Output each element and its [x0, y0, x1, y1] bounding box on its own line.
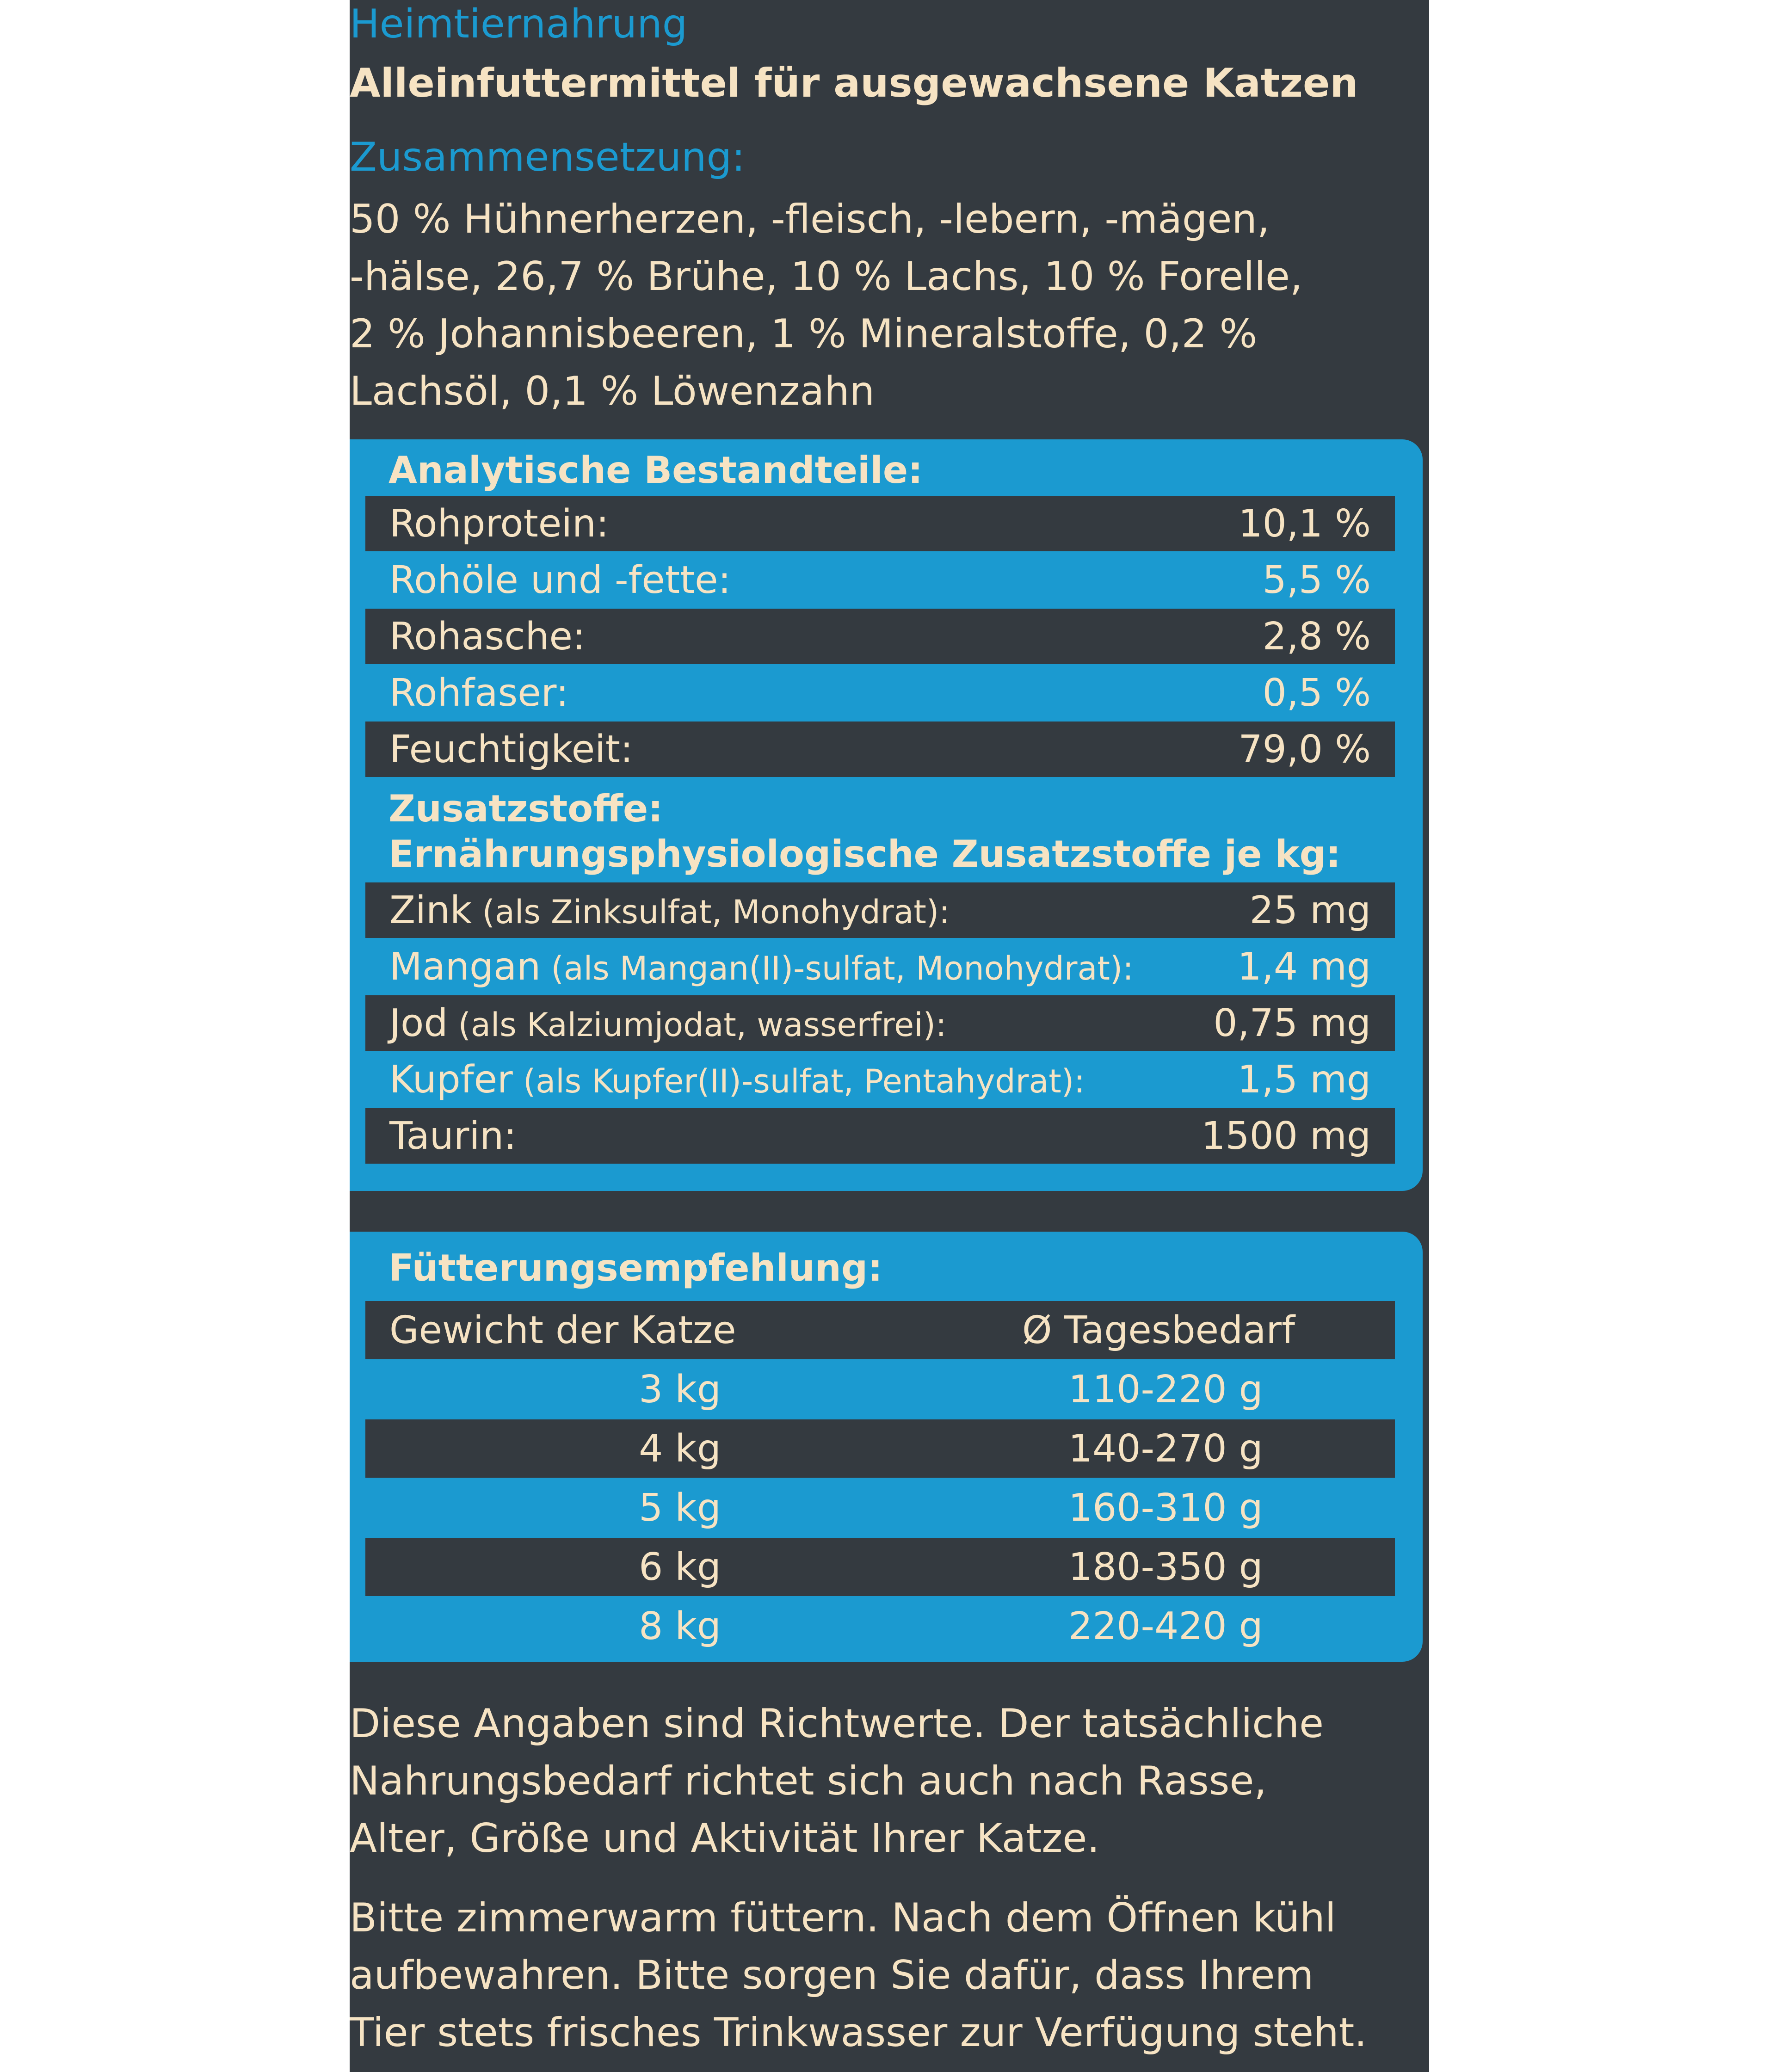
row-value: 1,5 mg — [1237, 1057, 1371, 1102]
note-line: Alter, Größe und Aktivität Ihrer Katze. — [350, 1815, 1100, 1862]
analysis-table: Rohprotein: 10,1 % Rohöle und -fette: 5,… — [365, 496, 1395, 778]
table-row: Mangan (als Mangan(II)-sulfat, Monohydra… — [365, 939, 1395, 994]
row-label: Rohasche: — [389, 614, 586, 659]
row-label: Rohprotein: — [389, 501, 609, 546]
table-row: Rohöle und -fette: 5,5 % — [365, 552, 1395, 608]
composition-line: Lachsöl, 0,1 % Löwenzahn — [350, 368, 875, 414]
weight-cell: 5 kg — [639, 1486, 721, 1530]
table-row: 4 kg 140-270 g — [365, 1419, 1395, 1478]
row-label: Jod (als Kalziumjodat, wasserfrei): — [389, 1001, 947, 1045]
additives-table: Zink (als Zinksulfat, Monohydrat): 25 mg… — [365, 882, 1395, 1165]
weight-cell: 8 kg — [639, 1604, 721, 1648]
composition-text: 50 % Hühnerherzen, -fleisch, -lebern, -m… — [350, 191, 1427, 420]
additives-subtitle: Ernährungsphysiologische Zusatzstoffe je… — [388, 832, 1341, 876]
feeding-title: Fütterungsempfehlung: — [388, 1246, 883, 1289]
row-value: 0,75 mg — [1213, 1001, 1371, 1045]
row-label: Feuchtigkeit: — [389, 727, 633, 771]
table-row: Taurin: 1500 mg — [365, 1108, 1395, 1164]
composition-line: 50 % Hühnerherzen, -fleisch, -lebern, -m… — [350, 196, 1270, 242]
table-row: 8 kg 220-420 g — [365, 1597, 1395, 1655]
storage-note: Bitte zimmerwarm füttern. Nach dem Öffne… — [350, 1889, 1427, 2061]
feeding-table: Gewicht der Katze Ø Tagesbedarf 3 kg 110… — [365, 1301, 1395, 1656]
label-panel: Heimtiernahrung Alleinfuttermittel für a… — [350, 0, 1429, 2072]
daily-cell: 180-350 g — [1068, 1545, 1263, 1589]
composition-line: -hälse, 26,7 % Brühe, 10 % Lachs, 10 % F… — [350, 253, 1303, 300]
row-label: Kupfer (als Kupfer(II)-sulfat, Pentahydr… — [389, 1057, 1085, 1102]
table-header-row: Gewicht der Katze Ø Tagesbedarf — [365, 1301, 1395, 1359]
product-type-heading: Alleinfuttermittel für ausgewachsene Kat… — [350, 60, 1358, 106]
analysis-title: Analytische Bestandteile: — [388, 449, 923, 492]
table-row: Rohasche: 2,8 % — [365, 609, 1395, 664]
composition-heading: Zusammensetzung: — [350, 134, 746, 180]
table-row: Jod (als Kalziumjodat, wasserfrei): 0,75… — [365, 995, 1395, 1051]
row-value: 0,5 % — [1262, 671, 1371, 715]
column-header-weight: Gewicht der Katze — [389, 1308, 736, 1352]
feeding-box: Fütterungsempfehlung: Gewicht der Katze … — [350, 1232, 1423, 1662]
row-label: Rohöle und -fette: — [389, 558, 731, 602]
table-row: Rohfaser: 0,5 % — [365, 665, 1395, 721]
note-line: Nahrungsbedarf richtet sich auch nach Ra… — [350, 1758, 1267, 1804]
daily-cell: 220-420 g — [1068, 1604, 1263, 1648]
composition-line: 2 % Johannisbeeren, 1 % Mineralstoffe, 0… — [350, 311, 1258, 357]
table-row: Feuchtigkeit: 79,0 % — [365, 722, 1395, 777]
column-header-daily: Ø Tagesbedarf — [1022, 1308, 1295, 1352]
weight-cell: 3 kg — [639, 1367, 721, 1412]
daily-cell: 160-310 g — [1068, 1486, 1263, 1530]
weight-cell: 6 kg — [639, 1545, 721, 1589]
note-line: Bitte zimmerwarm füttern. Nach dem Öffne… — [350, 1895, 1336, 1941]
row-label: Rohfaser: — [389, 671, 569, 715]
daily-cell: 110-220 g — [1068, 1367, 1263, 1412]
row-value: 1,4 mg — [1237, 944, 1371, 989]
row-value: 2,8 % — [1262, 614, 1371, 659]
row-label: Zink (als Zinksulfat, Monohydrat): — [389, 888, 950, 932]
note-line: aufbewahren. Bitte sorgen Sie dafür, das… — [350, 1952, 1314, 1998]
row-value: 79,0 % — [1238, 727, 1371, 771]
table-row: Kupfer (als Kupfer(II)-sulfat, Pentahydr… — [365, 1052, 1395, 1107]
row-value: 1500 mg — [1201, 1114, 1371, 1158]
analysis-box: Analytische Bestandteile: Rohprotein: 10… — [350, 439, 1423, 1191]
weight-cell: 4 kg — [639, 1426, 721, 1471]
note-line: Tier stets frisches Trinkwasser zur Verf… — [350, 2010, 1367, 2056]
row-value: 25 mg — [1249, 888, 1371, 932]
row-label: Taurin: — [389, 1114, 517, 1158]
table-row: Rohprotein: 10,1 % — [365, 496, 1395, 551]
row-value: 10,1 % — [1238, 501, 1371, 546]
guideline-note: Diese Angaben sind Richtwerte. Der tatsä… — [350, 1695, 1427, 1867]
table-row: 3 kg 110-220 g — [365, 1360, 1395, 1418]
table-row: 5 kg 160-310 g — [365, 1479, 1395, 1537]
table-row: Zink (als Zinksulfat, Monohydrat): 25 mg — [365, 882, 1395, 938]
row-label: Mangan (als Mangan(II)-sulfat, Monohydra… — [389, 944, 1134, 989]
table-row: 6 kg 180-350 g — [365, 1538, 1395, 1596]
additives-title: Zusatzstoffe: — [388, 787, 663, 830]
category-heading: Heimtiernahrung — [350, 1, 688, 47]
note-line: Diese Angaben sind Richtwerte. Der tatsä… — [350, 1701, 1324, 1747]
row-value: 5,5 % — [1262, 558, 1371, 602]
daily-cell: 140-270 g — [1068, 1426, 1263, 1471]
